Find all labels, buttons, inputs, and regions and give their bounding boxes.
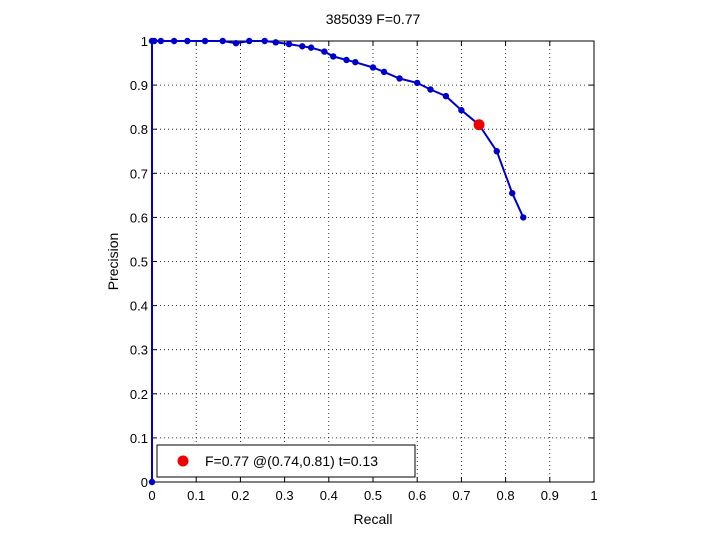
data-point (343, 56, 350, 64)
y-tick-label: 0.2 (130, 387, 148, 402)
chart-title: 385039 F=0.77 (326, 11, 421, 27)
data-point (330, 53, 337, 60)
legend-marker (177, 455, 189, 467)
data-point (299, 43, 306, 50)
x-tick-label: 0.9 (541, 488, 559, 503)
data-point (232, 40, 240, 47)
x-tick-label: 0.8 (497, 488, 515, 503)
data-point (321, 48, 328, 55)
data-point (148, 478, 156, 486)
y-tick-label: 0.8 (130, 122, 148, 137)
x-tick-label: 0 (148, 488, 155, 503)
y-tick-label: 0.5 (130, 255, 148, 270)
data-point (520, 214, 527, 221)
y-axis-ticks: 0 0.1 0.2 0.3 0.4 0.5 0.6 0.7 0.8 0.9 1 (130, 34, 594, 490)
series-group (148, 37, 527, 486)
y-tick-label: 0.9 (130, 78, 148, 93)
data-point (219, 37, 226, 45)
data-point (261, 37, 268, 45)
data-point (414, 79, 421, 87)
data-point (157, 37, 165, 45)
data-point (272, 39, 279, 46)
data-point (307, 44, 315, 51)
y-tick-label: 0.1 (130, 431, 148, 446)
x-tick-label: 0.6 (408, 488, 426, 503)
legend-box (156, 444, 416, 478)
x-tick-label: 0.1 (187, 488, 205, 503)
data-point (170, 37, 178, 45)
data-point (184, 37, 191, 45)
legend-text: F=0.77 @(0.74,0.81) t=0.13 (205, 453, 378, 469)
x-axis-ticks: 0 0.1 0.2 0.3 0.4 0.5 0.6 0.7 0.8 0.9 1 (148, 41, 598, 503)
y-tick-label: 0.3 (130, 343, 148, 358)
legend: F=0.77 @(0.74,0.81) t=0.13 (156, 444, 416, 478)
y-tick-label: 0.6 (130, 210, 148, 225)
best-f-point (473, 119, 485, 131)
data-point (151, 37, 158, 45)
y-tick-label: 0.7 (130, 166, 148, 181)
y-tick-label: 0.4 (130, 299, 148, 314)
x-tick-label: 0.7 (452, 488, 470, 503)
data-point (246, 37, 253, 45)
data-point (396, 75, 403, 82)
x-tick-label: 1 (590, 488, 597, 503)
data-point (201, 37, 209, 45)
x-tick-label: 0.3 (276, 488, 294, 503)
data-point (352, 58, 359, 66)
y-tick-label: 1 (141, 34, 148, 49)
data-point (427, 86, 434, 93)
y-axis-title: Precision (105, 233, 121, 291)
data-point (380, 68, 388, 76)
data-point (442, 92, 450, 100)
x-axis-title: Recall (354, 511, 393, 527)
x-tick-label: 0.2 (231, 488, 249, 503)
y-tick-label: 0 (141, 475, 148, 490)
data-point (458, 107, 465, 114)
data-point (369, 64, 377, 71)
data-point (493, 148, 500, 155)
data-point (285, 40, 293, 48)
data-point (509, 189, 516, 197)
x-tick-label: 0.4 (320, 488, 338, 503)
x-tick-label: 0.5 (364, 488, 382, 503)
